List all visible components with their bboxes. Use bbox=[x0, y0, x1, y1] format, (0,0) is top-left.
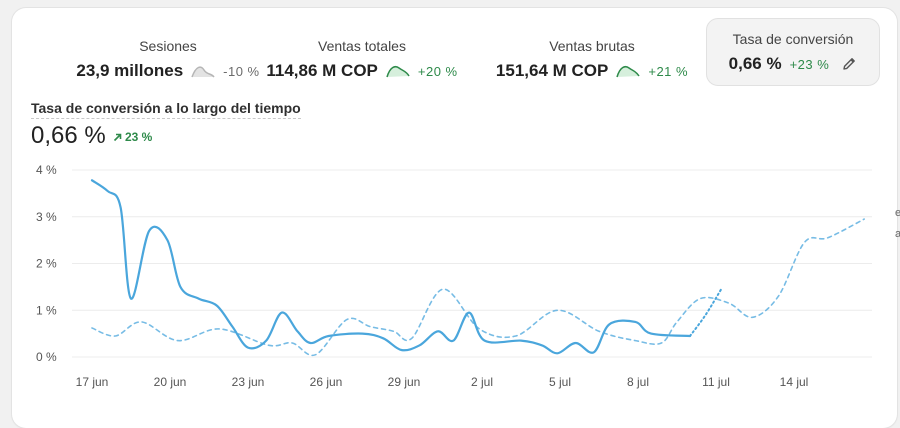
x-tick-label: 11 jul bbox=[702, 375, 730, 389]
metric-delta: +23 % bbox=[789, 56, 830, 72]
x-tick-label: 5 jul bbox=[549, 375, 571, 389]
y-tick-label: 2 % bbox=[36, 257, 57, 271]
metric-conversion-rate[interactable]: Tasa de conversión 0,66 % +23 % bbox=[706, 18, 880, 86]
metric-gross-sales[interactable]: Ventas brutas 151,64 M COP +21 % bbox=[492, 26, 692, 92]
y-tick-label: 0 % bbox=[36, 350, 57, 364]
metric-label: Ventas brutas bbox=[549, 38, 635, 54]
metric-value: 23,9 millones bbox=[76, 61, 184, 80]
chart-title[interactable]: Tasa de conversión a lo largo del tiempo bbox=[31, 100, 301, 119]
metric-total-sales[interactable]: Ventas totales 114,86 M COP +20 % bbox=[262, 26, 462, 92]
chart-delta-badge: 23 % bbox=[113, 130, 152, 144]
series-line-dotted bbox=[689, 288, 723, 337]
metric-value: 114,86 M COP bbox=[266, 61, 378, 80]
metric-value: 0,66 % bbox=[728, 54, 782, 73]
x-tick-label: 2 jul bbox=[471, 375, 493, 389]
metric-label: Tasa de conversión bbox=[732, 31, 854, 47]
analytics-card: Sesiones 23,9 millones -10 % Ventas tota… bbox=[12, 8, 897, 428]
y-tick-label: 1 % bbox=[36, 303, 57, 317]
x-tick-label: 20 jun bbox=[154, 375, 187, 389]
series-line-solid bbox=[90, 179, 692, 355]
metric-delta: -10 % bbox=[223, 63, 260, 79]
sparkline-icon bbox=[191, 66, 215, 78]
edge-mark: e bbox=[895, 207, 900, 219]
sparkline-icon bbox=[386, 65, 410, 78]
x-tick-label: 8 jul bbox=[627, 375, 649, 389]
x-tick-label: 14 jul bbox=[780, 375, 809, 389]
edge-mark: a bbox=[895, 228, 900, 240]
arrow-up-right-icon bbox=[113, 133, 122, 141]
chart-delta-value: 23 % bbox=[125, 130, 153, 144]
y-tick-label: 3 % bbox=[36, 210, 57, 224]
pencil-icon[interactable] bbox=[841, 56, 857, 72]
x-tick-label: 23 jun bbox=[232, 375, 265, 389]
chart-current-value: 0,66 % bbox=[31, 122, 106, 149]
metric-label: Ventas totales bbox=[318, 38, 406, 54]
conversion-line-chart: 0 % 1 % 2 % 3 % 4 % 17 jun 20 jun 23 jun 26 jun 2… bbox=[36, 163, 872, 389]
metric-value: 151,64 M COP bbox=[495, 61, 609, 80]
metric-delta: +21 % bbox=[648, 63, 689, 79]
x-tick-label: 17 jun bbox=[76, 375, 109, 389]
sparkline-icon bbox=[616, 65, 641, 78]
x-tick-label: 29 jun bbox=[388, 375, 421, 389]
metric-sessions[interactable]: Sesiones 23,9 millones -10 % bbox=[62, 26, 274, 92]
x-tick-label: 26 jun bbox=[310, 375, 343, 389]
metric-delta: +20 % bbox=[417, 63, 458, 79]
y-tick-label: 4 % bbox=[36, 163, 57, 177]
metric-label: Sesiones bbox=[139, 38, 197, 54]
series-line-dashed bbox=[91, 218, 865, 357]
